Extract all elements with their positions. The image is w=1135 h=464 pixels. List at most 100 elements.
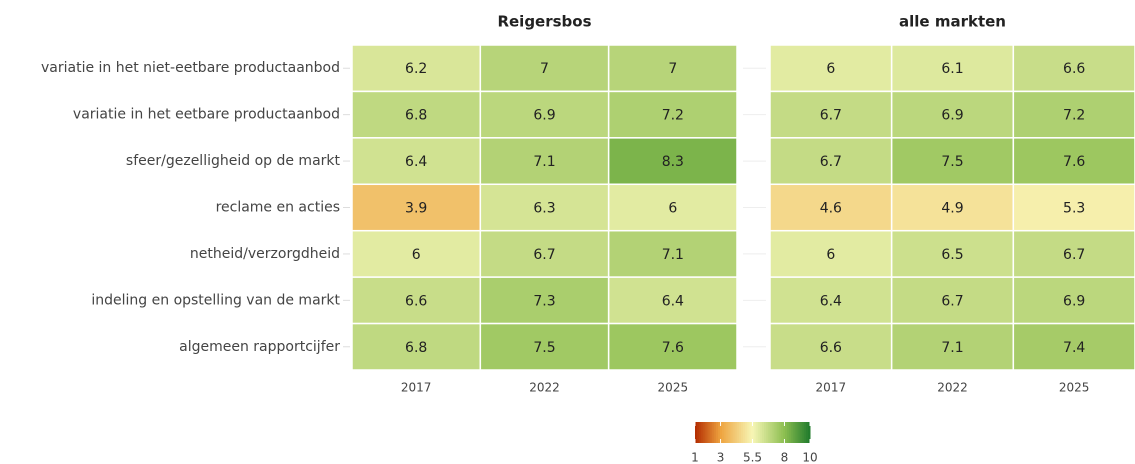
cell — [1012, 183, 1135, 232]
colorbar-segment — [777, 422, 780, 443]
colorbar-segment — [718, 422, 721, 443]
colorbar-segment — [767, 422, 771, 443]
row-label: variatie in het niet-eetbare productaanb… — [41, 60, 340, 76]
colorbar-label: 1 — [691, 451, 699, 464]
cell-label: 7.1 — [941, 340, 963, 356]
cell-label: 7.6 — [662, 340, 684, 356]
colorbar-segment — [808, 422, 811, 443]
row-label: indeling en opstelling van de markt — [91, 292, 340, 308]
cell-label: 7.1 — [533, 154, 555, 170]
panel-title: alle markten — [899, 13, 1006, 31]
cell-label: 6.7 — [820, 154, 842, 170]
colorbar-segment — [741, 422, 744, 443]
cell-label: 7 — [540, 61, 549, 77]
row-label: netheid/verzorgdheid — [190, 246, 340, 262]
cell-label: 6 — [668, 201, 677, 217]
cell-label: 7.2 — [662, 108, 684, 124]
colorbar-label: 8 — [781, 451, 789, 464]
cell — [479, 183, 610, 232]
colorbar-segment — [710, 422, 713, 443]
cell — [351, 183, 482, 232]
colorbar-segment — [744, 422, 748, 443]
colorbar-segment — [800, 422, 803, 443]
cell-label: 7.5 — [941, 154, 963, 170]
cell-label: 4.6 — [820, 201, 842, 217]
colorbar-segment — [719, 422, 723, 443]
cell — [351, 137, 482, 186]
colorbar-label: 3 — [717, 451, 725, 464]
cell-label: 6 — [826, 247, 835, 263]
colorbar-segment — [695, 422, 698, 443]
cell-label: 7.6 — [1063, 154, 1085, 170]
colorbar-segment — [702, 422, 706, 443]
cell — [607, 183, 738, 232]
cell-label: 6.2 — [405, 61, 427, 77]
colorbar-segment — [806, 422, 809, 443]
colorbar-segment — [725, 422, 729, 443]
colorbar-segment — [731, 422, 734, 443]
x-tick-label: 2017 — [816, 381, 847, 395]
cell-label: 4.9 — [941, 201, 963, 217]
colorbar-segment — [739, 422, 742, 443]
x-tick-label: 2025 — [658, 381, 689, 395]
colorbar-segment — [775, 422, 778, 443]
panel-title: Reigersbos — [497, 13, 591, 31]
colorbar-segment — [704, 422, 707, 443]
colorbar-segment — [737, 422, 740, 443]
cell-label: 7.1 — [662, 247, 684, 263]
colorbar-segment — [750, 422, 753, 443]
cell-label: 6.7 — [1063, 247, 1085, 263]
colorbar-segment — [802, 422, 805, 443]
row-label: algemeen rapportcijfer — [179, 339, 340, 355]
colorbar-segment — [748, 422, 752, 443]
cell — [479, 137, 610, 186]
colorbar-segment — [792, 422, 796, 443]
colorbar-label: 5.5 — [743, 451, 762, 464]
colorbar-segment — [712, 422, 715, 443]
row-label: variatie in het eetbare productaanbod — [73, 107, 340, 123]
cell — [890, 44, 1015, 93]
x-tick-label: 2017 — [401, 381, 432, 395]
cell — [1012, 44, 1135, 93]
cell-label: 6.9 — [1063, 293, 1085, 309]
cell — [351, 276, 482, 325]
colorbar-segment — [773, 422, 776, 443]
colorbar-segment — [796, 422, 799, 443]
colorbar-segment — [785, 422, 788, 443]
cell — [479, 322, 610, 371]
cell-label: 8.3 — [662, 154, 684, 170]
colorbar-segment — [733, 422, 736, 443]
colorbar-segment — [787, 422, 790, 443]
colorbar-label: 10 — [802, 451, 817, 464]
cell — [607, 322, 738, 371]
cell — [890, 90, 1015, 139]
cell — [1012, 90, 1135, 139]
cell-label: 6 — [412, 247, 421, 263]
colorbar-segment — [779, 422, 782, 443]
cell — [769, 90, 893, 139]
colorbar-segment — [721, 422, 725, 443]
colorbar-segment — [716, 422, 719, 443]
colorbar-segment — [756, 422, 759, 443]
cell-label: 7.3 — [533, 293, 555, 309]
colorbar-segment — [794, 422, 798, 443]
cell-label: 6.6 — [1063, 61, 1085, 77]
colorbar-segment — [696, 422, 700, 443]
colorbar-segment — [788, 422, 792, 443]
cell — [769, 183, 893, 232]
cell-label: 6.4 — [820, 293, 842, 309]
colorbar-segment — [729, 422, 732, 443]
colorbar-segment — [790, 422, 794, 443]
row-label: reclame en acties — [216, 200, 340, 216]
colorbar-segment — [698, 422, 702, 443]
cell-label: 6.3 — [533, 201, 555, 217]
colorbar-segment — [758, 422, 761, 443]
cell-label: 7.4 — [1063, 340, 1085, 356]
colorbar-segment — [742, 422, 746, 443]
colorbar-segment — [783, 422, 786, 443]
colorbar-segment — [754, 422, 757, 443]
colorbar-segment — [771, 422, 775, 443]
cell-label: 6.5 — [941, 247, 963, 263]
cell — [607, 137, 738, 186]
